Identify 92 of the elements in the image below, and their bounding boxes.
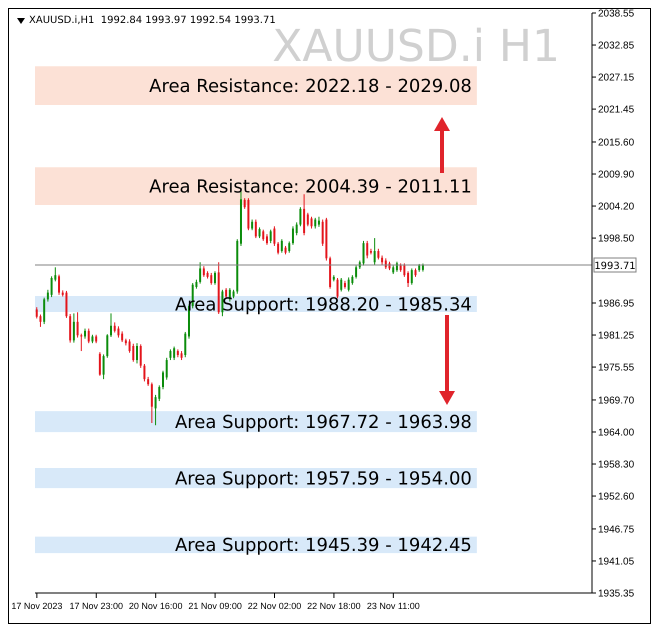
y-tick-label: 1935.35 (598, 588, 635, 600)
y-tick-label: 2027.15 (598, 72, 635, 84)
y-tick-label: 2004.20 (598, 202, 635, 213)
candlestick (254, 219, 257, 239)
candlestick (50, 276, 53, 298)
y-tick-label: 1998.50 (598, 234, 635, 245)
candlestick (362, 240, 365, 266)
candlestick (84, 328, 86, 340)
x-tick-label: 22 Nov 18:00 (307, 601, 361, 611)
candlestick (54, 266, 56, 282)
y-tick-label: 1964.00 (598, 428, 635, 439)
candlestick (214, 270, 216, 286)
candlestick (117, 326, 120, 338)
x-tick-label: 17 Nov 2023 (11, 601, 62, 611)
candlestick (36, 306, 38, 319)
candlestick (299, 206, 302, 227)
candlestick (277, 242, 280, 255)
candlestick (336, 277, 339, 299)
candlestick (58, 274, 60, 296)
candlestick (262, 229, 264, 242)
ref-line-label: 1993.71 (594, 261, 636, 272)
candlestick (88, 328, 90, 344)
band-label: Area Resistance: 2004.39 - 2011.11 (149, 176, 472, 198)
annotation: XAUUSD.i,H1 1992.84 1993.97 1992.54 1993.71 (29, 15, 276, 26)
candlestick (273, 226, 276, 246)
candlestick (266, 234, 268, 246)
candlestick (39, 314, 42, 328)
candlestick (140, 344, 142, 368)
x-tick-label: 23 Nov 11:00 (366, 601, 420, 611)
candlestick (114, 322, 116, 334)
candlestick (251, 219, 254, 231)
x-tick-label: 20 Nov 16:00 (128, 601, 182, 611)
candlestick (110, 312, 112, 338)
candlestick (366, 240, 368, 259)
y-tick-label: 2015.60 (598, 138, 635, 149)
candlestick (199, 262, 202, 284)
y-tick-label: 1941.05 (598, 556, 635, 568)
candlestick (72, 312, 75, 344)
x-tick-label: 22 Nov 02:00 (248, 601, 302, 611)
y-tick-label: 2009.90 (598, 170, 635, 181)
candlestick (292, 226, 294, 246)
candlestick (374, 238, 376, 265)
candlestick (128, 338, 131, 354)
candlestick (102, 354, 105, 380)
candlestick (314, 217, 316, 230)
candlestick (65, 290, 68, 318)
y-tick-label: 1946.75 (598, 524, 635, 536)
y-tick-label: 1981.25 (598, 330, 635, 342)
candlestick (143, 363, 146, 382)
candlestick (132, 343, 134, 362)
y-tick-label: 1975.55 (598, 362, 635, 374)
candlestick (288, 240, 290, 254)
y-tick-label: 1969.70 (598, 396, 635, 406)
band-label: Area Support: 1957.59 - 1954.00 (174, 468, 472, 490)
candlestick (202, 266, 205, 278)
candlestick (348, 276, 350, 292)
candlestick (258, 226, 261, 239)
candlestick (150, 382, 153, 424)
y-tick-label: 2032.85 (598, 40, 635, 52)
candlestick (306, 212, 309, 227)
candlestick (210, 272, 212, 286)
candlestick (310, 216, 313, 230)
x-tick-label: 17 Nov 23:00 (69, 601, 124, 611)
candlestick (106, 334, 108, 358)
candlestick (98, 352, 101, 376)
candlestick (173, 346, 176, 361)
candlestick (154, 394, 157, 426)
candlestick (377, 248, 380, 260)
candlestick (322, 219, 324, 246)
candlestick (121, 330, 124, 343)
y-tick-label: 1958.30 (598, 460, 635, 471)
candlestick (270, 229, 272, 244)
candlestick (43, 297, 46, 325)
band-label: Area Support: 1967.72 - 1963.98 (174, 412, 472, 433)
y-tick-label: 1986.95 (598, 298, 635, 310)
candlestick (136, 342, 138, 364)
y-tick-label: 2021.45 (598, 104, 635, 116)
y-tick-label: 1952.60 (598, 492, 635, 503)
y-tick-label: 2038.55 (598, 8, 635, 20)
candlestick (76, 312, 79, 338)
candlestick (169, 348, 172, 361)
candlestick (351, 274, 354, 286)
x-tick-label: 21 Nov 09:00 (188, 601, 242, 611)
candlestick (340, 277, 342, 292)
candlestick (355, 265, 358, 280)
candlestick (318, 216, 320, 228)
band-label: Area Support: 1945.39 - 1942.45 (174, 535, 472, 556)
candlestick (280, 238, 283, 254)
candlestick (158, 384, 160, 402)
candlestick (410, 268, 413, 286)
band-label: Area Resistance: 2022.18 - 2029.08 (149, 76, 472, 97)
candlestick (244, 198, 246, 210)
